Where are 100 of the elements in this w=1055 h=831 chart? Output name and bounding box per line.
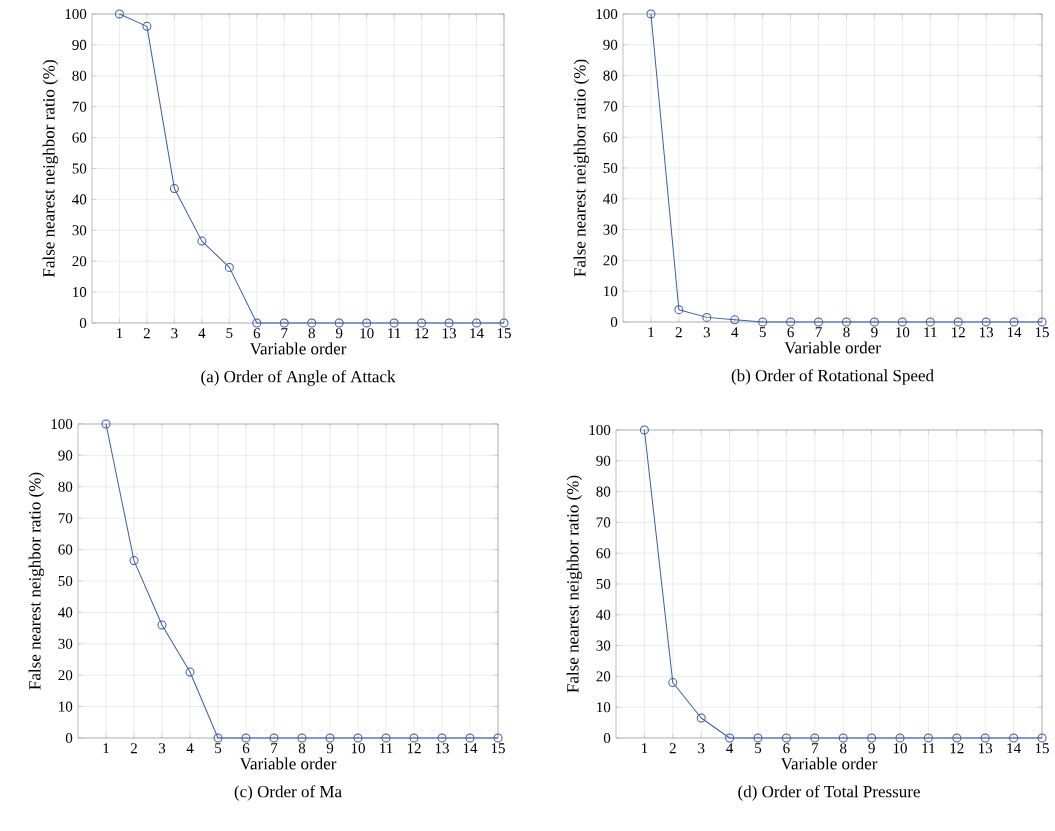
point — [841, 317, 851, 327]
point — [252, 318, 262, 328]
point — [437, 733, 447, 743]
x-tick-label: 7 — [815, 327, 822, 338]
x-tick-label: 6 — [253, 328, 261, 339]
y-tick-label: 30 — [72, 225, 87, 236]
point — [952, 733, 962, 743]
x-tick-label: 7 — [812, 743, 819, 754]
point — [981, 317, 991, 327]
y-tick-label: 100 — [51, 418, 73, 430]
x-tick-label: 8 — [843, 327, 850, 338]
point — [389, 318, 399, 328]
y-tick-label: 50 — [72, 163, 87, 174]
point — [241, 733, 251, 743]
x-tick-label: 12 — [407, 743, 421, 754]
y-tick-label: 10 — [604, 286, 618, 297]
x-tick-label: 11 — [388, 328, 401, 339]
y-tick-label: 60 — [603, 132, 618, 143]
y-tick-label: 10 — [73, 287, 87, 298]
x-tick-label: 13 — [979, 327, 994, 338]
x-tick-label: 4 — [726, 743, 734, 754]
point — [838, 733, 848, 743]
point — [353, 733, 363, 743]
y-tick-label: 90 — [58, 450, 73, 461]
point — [472, 318, 482, 328]
x-tick-label: 14 — [1007, 327, 1022, 338]
y-tick-label: 40 — [596, 609, 611, 620]
point — [702, 312, 712, 322]
y-axis-title: False nearest neighbor ratio (%) — [28, 472, 45, 690]
x-tick-label: 4 — [731, 327, 739, 338]
x-tick-label: 15 — [1035, 327, 1049, 338]
x-tick-label: 13 — [435, 743, 449, 754]
x-tick-label: 3 — [158, 743, 166, 754]
point — [758, 317, 768, 327]
x-tick-label: 1 — [103, 743, 109, 754]
y-tick-label: 20 — [603, 255, 618, 266]
y-tick-label: 60 — [72, 132, 87, 143]
x-tick-label: 8 — [840, 743, 847, 754]
x-tick-label: 4 — [198, 328, 206, 339]
y-tick-label: 50 — [596, 578, 611, 590]
y-tick-label: 20 — [596, 671, 611, 682]
point — [197, 236, 207, 246]
x-axis-title: Variable order — [239, 757, 337, 770]
x-axis-title: Variable order — [249, 342, 347, 355]
y-tick-label: 80 — [58, 481, 73, 492]
y-tick-label: 0 — [603, 732, 611, 744]
x-tick-label: 9 — [335, 328, 343, 339]
point — [980, 733, 990, 743]
x-tick-label: 10 — [896, 327, 910, 338]
point — [895, 733, 905, 743]
point — [786, 317, 796, 327]
point — [1009, 733, 1019, 743]
x-tick-label: 9 — [868, 743, 875, 754]
point — [639, 425, 649, 435]
point — [925, 317, 935, 327]
y-tick-label: 100 — [65, 8, 87, 20]
point — [781, 733, 791, 743]
y-tick-label: 80 — [72, 70, 87, 81]
x-tick-label: 10 — [351, 743, 365, 754]
y-tick-label: 20 — [58, 670, 73, 681]
x-tick-label: 6 — [242, 743, 250, 754]
point — [334, 318, 344, 328]
point — [923, 733, 933, 743]
y-tick-label: 20 — [72, 256, 87, 267]
x-tick-label: 5 — [215, 743, 222, 754]
point — [674, 305, 684, 315]
x-tick-label: 14 — [470, 328, 484, 339]
point — [696, 713, 706, 723]
point — [185, 667, 195, 677]
x-tick-label: 3 — [698, 743, 705, 754]
y-tick-label: 10 — [597, 702, 611, 713]
point — [417, 318, 427, 328]
point — [129, 556, 139, 566]
point — [465, 733, 475, 743]
x-tick-label: 1 — [641, 743, 648, 754]
y-tick-label: 90 — [603, 39, 618, 50]
x-axis-title: Variable order — [784, 341, 881, 354]
point — [213, 733, 223, 743]
point — [897, 317, 907, 327]
x-tick-label: 9 — [326, 743, 334, 754]
y-tick-label: 60 — [58, 544, 73, 555]
point — [869, 317, 879, 327]
y-tick-label: 80 — [603, 70, 618, 81]
y-tick-label: 50 — [58, 575, 73, 587]
x-tick-label: 7 — [271, 743, 278, 754]
x-tick-label: 12 — [950, 743, 964, 754]
point — [101, 419, 111, 429]
x-tick-label: 13 — [979, 743, 993, 754]
y-tick-label: 30 — [596, 640, 611, 651]
y-tick-label: 0 — [610, 316, 618, 328]
point — [325, 733, 335, 743]
y-axis-title: False nearest neighbor ratio (%) — [42, 60, 59, 278]
point — [114, 9, 124, 19]
x-tick-label: 5 — [759, 327, 766, 338]
x-tick-label: 2 — [669, 743, 676, 754]
x-tick-label: 15 — [497, 328, 511, 339]
y-tick-label: 70 — [603, 101, 618, 112]
x-tick-label: 6 — [783, 743, 790, 754]
x-tick-label: 11 — [380, 743, 393, 754]
point — [814, 317, 824, 327]
